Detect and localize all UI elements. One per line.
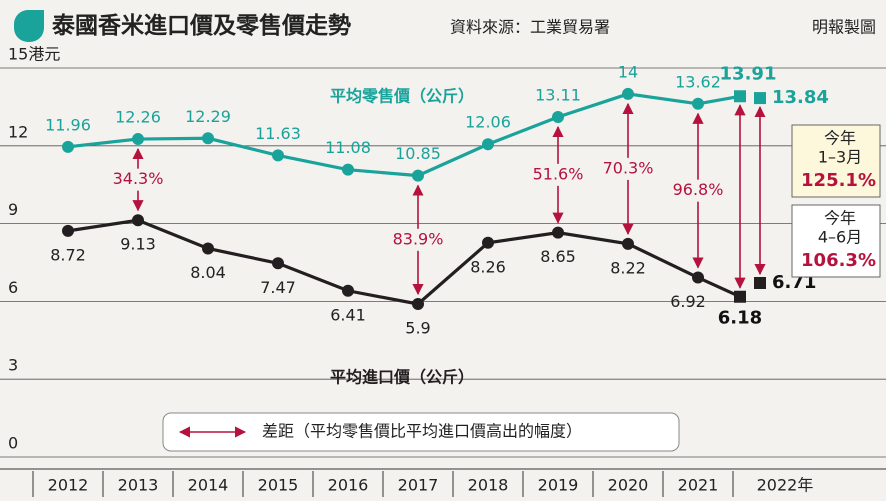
point <box>622 237 634 250</box>
title-icon <box>14 10 44 42</box>
gap-label: 70.3% <box>603 158 654 177</box>
point <box>552 111 564 124</box>
point <box>342 163 354 176</box>
point <box>412 169 424 182</box>
value-label: 5.9 <box>405 318 430 337</box>
legend-box <box>162 412 680 452</box>
callout-box <box>791 204 881 278</box>
gap-label-bg <box>531 163 585 186</box>
value-label: 11.63 <box>255 124 301 143</box>
gap-label: 96.8% <box>673 180 724 199</box>
point <box>202 242 214 255</box>
callout-gap: 106.3% <box>801 250 876 271</box>
callout-text: 1–3月 <box>818 148 862 167</box>
value-label: 8.26 <box>470 257 506 276</box>
point-2022 <box>754 276 766 289</box>
point-2022 <box>734 90 746 103</box>
gap-label-bg <box>601 157 655 180</box>
callout-gap: 125.1% <box>801 170 876 191</box>
value-label: 8.04 <box>190 263 226 282</box>
value-label: 8.65 <box>540 247 576 266</box>
value-label: 12.06 <box>465 113 511 132</box>
point <box>482 138 494 151</box>
gap-label-bg <box>671 179 725 202</box>
callout-text: 4–6月 <box>818 228 862 247</box>
value-label: 12.29 <box>185 107 231 126</box>
value-label-2022: 13.91 <box>720 63 777 84</box>
series-line-2022 <box>697 94 741 106</box>
y-tick-label: 9 <box>8 200 18 219</box>
x-tick-label: 2015 <box>258 476 299 495</box>
value-label-2022: 6.18 <box>718 308 762 329</box>
y-tick-label: 0 <box>8 434 18 453</box>
series-line <box>67 218 699 306</box>
gap-label-bg <box>391 228 445 251</box>
value-label: 13.11 <box>535 86 581 105</box>
value-label: 12.26 <box>115 108 161 127</box>
point <box>62 224 74 237</box>
value-label: 11.96 <box>45 115 91 134</box>
value-label: 6.41 <box>330 305 366 324</box>
point <box>272 149 284 162</box>
point <box>692 97 704 110</box>
x-tick-label: 2019 <box>538 476 579 495</box>
point <box>342 284 354 297</box>
value-label: 8.22 <box>610 258 646 277</box>
series-name: 平均進口價（公斤） <box>330 368 474 387</box>
value-label: 6.92 <box>670 292 706 311</box>
y-tick-label: 3 <box>8 356 18 375</box>
y-tick-label: 12 <box>8 122 28 141</box>
x-tick-label: 2022年 <box>757 476 814 495</box>
x-tick-label: 2014 <box>188 476 229 495</box>
callout-box <box>791 124 881 198</box>
gap-label: 34.3% <box>113 169 164 188</box>
gap-label-bg <box>111 168 165 191</box>
callout-text: 今年 <box>824 129 856 148</box>
chart-title: 泰國香米進口價及零售價走勢 <box>51 12 351 39</box>
callout-text: 今年 <box>824 209 856 228</box>
point-2022 <box>754 92 766 105</box>
value-label-2022: 13.84 <box>772 87 829 108</box>
series-line-2022 <box>697 276 741 299</box>
x-tick-label: 2018 <box>468 476 509 495</box>
value-label: 9.13 <box>120 235 156 254</box>
x-tick-label: 2012 <box>48 476 89 495</box>
y-tick-label: 15港元 <box>8 45 60 64</box>
value-label: 13.62 <box>675 72 721 91</box>
point <box>132 133 144 146</box>
value-label: 14 <box>618 62 638 81</box>
y-tick-label: 6 <box>8 278 18 297</box>
value-label: 7.47 <box>260 278 296 297</box>
point <box>62 140 74 153</box>
series-line <box>67 92 699 178</box>
x-tick-label: 2016 <box>328 476 369 495</box>
point-2022 <box>734 290 746 303</box>
point <box>482 236 494 249</box>
point <box>692 271 704 284</box>
gap-label: 83.9% <box>393 229 444 248</box>
x-tick-label: 2017 <box>398 476 439 495</box>
x-tick-label: 2020 <box>608 476 649 495</box>
point <box>412 297 424 310</box>
x-tick-label: 2021 <box>678 476 719 495</box>
point <box>202 132 214 145</box>
value-label: 11.08 <box>325 138 371 157</box>
point <box>552 226 564 239</box>
x-tick-label: 2013 <box>118 476 159 495</box>
gap-label: 51.6% <box>533 164 584 183</box>
point <box>272 257 284 270</box>
value-label: 10.85 <box>395 144 441 163</box>
point <box>622 87 634 100</box>
series-name: 平均零售價（公斤） <box>330 87 474 106</box>
source: 資料來源：工業貿易署 <box>450 18 610 37</box>
legend-label: 差距（平均零售價比平均進口價高出的幅度） <box>262 422 582 441</box>
point <box>132 214 144 227</box>
credit: 明報製圖 <box>812 18 876 37</box>
value-label: 8.72 <box>50 245 86 264</box>
